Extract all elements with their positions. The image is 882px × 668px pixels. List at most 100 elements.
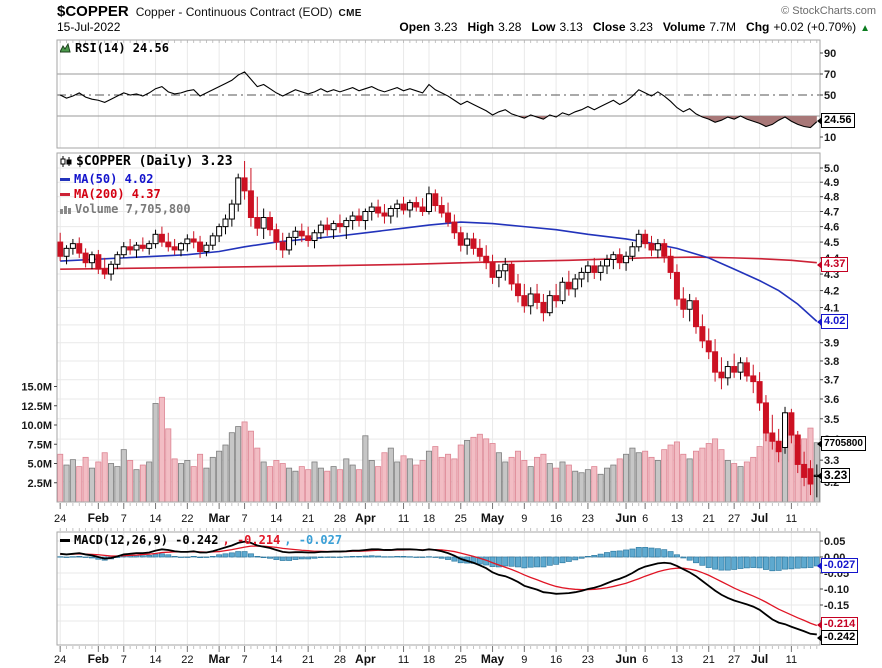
svg-text:3.9: 3.9 [824, 338, 839, 350]
svg-text:18: 18 [423, 513, 435, 525]
svg-text:5.0: 5.0 [824, 163, 839, 175]
svg-text:27: 27 [728, 513, 740, 525]
svg-text:May: May [481, 652, 505, 666]
chg-value: +0.02 (+0.70%) [773, 20, 857, 34]
high-value: 3.28 [498, 20, 522, 34]
svg-text:14: 14 [149, 654, 161, 666]
candlestick-icon [60, 156, 72, 167]
ma50-line-icon [60, 177, 70, 181]
macd-hist-tag: -0.027 [816, 558, 859, 573]
last-price-tag: 3.23 [816, 468, 851, 483]
symbol-description: Copper - Continuous Contract (EOD) [135, 5, 333, 19]
svg-text:3.6: 3.6 [824, 394, 839, 406]
svg-text:4.5: 4.5 [824, 237, 839, 249]
svg-text:13: 13 [671, 654, 683, 666]
price-legend-label: $COPPER (Daily) 3.23 [76, 154, 233, 169]
svg-text:10.0M: 10.0M [21, 420, 52, 432]
svg-text:28: 28 [334, 513, 346, 525]
svg-text:4.7: 4.7 [824, 207, 839, 219]
volume-legend: Volume 7,705,800 [60, 202, 191, 216]
svg-text:27: 27 [728, 654, 740, 666]
svg-text:70: 70 [824, 69, 836, 81]
volume-label: Volume [662, 20, 706, 34]
volume-bars-icon [60, 206, 71, 214]
svg-text:4.9: 4.9 [824, 177, 839, 189]
svg-text:7.5M: 7.5M [28, 439, 52, 451]
rsi-legend-label: RSI(14) 24.56 [75, 41, 169, 55]
macd-line-icon [60, 538, 70, 542]
svg-text:Jul: Jul [751, 652, 768, 666]
svg-text:3.3: 3.3 [824, 455, 839, 467]
svg-text:11: 11 [786, 513, 797, 525]
svg-text:23: 23 [582, 513, 594, 525]
svg-text:11: 11 [398, 654, 409, 666]
macd-legend-black: MACD(12,26,9) -0.242 [74, 533, 219, 547]
macd-signal-tag: -0.214 [816, 617, 859, 632]
svg-text:0.05: 0.05 [824, 536, 845, 548]
rsi-panel [59, 71, 818, 129]
svg-text:23: 23 [582, 654, 594, 666]
low-label: Low [531, 20, 556, 34]
svg-text:Apr: Apr [355, 652, 376, 666]
close-label: Close [592, 20, 626, 34]
svg-text:3.8: 3.8 [824, 356, 839, 368]
ohlc-quote: Open 3.23 High 3.28 Low 3.13 Close 3.23 Volu… [399, 20, 870, 34]
grid-layer [57, 40, 820, 645]
svg-text:21: 21 [302, 513, 314, 525]
svg-text:Mar: Mar [208, 511, 230, 525]
date-axes: 24 24 Feb Feb 7 7 14 14 22 22 Mar Mar 7 7 14 14 21 21 28 28… [54, 40, 818, 666]
up-arrow-icon: ▲ [860, 23, 870, 34]
svg-text:24: 24 [54, 654, 66, 666]
svg-text:3.5: 3.5 [824, 414, 839, 426]
svg-text:Feb: Feb [88, 652, 109, 666]
svg-text:-0.15: -0.15 [824, 600, 849, 612]
macd-legend-hist: , -0.027 [284, 533, 343, 547]
svg-text:9: 9 [521, 654, 527, 666]
svg-text:10: 10 [824, 132, 836, 144]
svg-text:90: 90 [824, 48, 836, 60]
svg-text:4.8: 4.8 [824, 192, 839, 204]
svg-text:25: 25 [455, 513, 467, 525]
svg-text:28: 28 [334, 654, 346, 666]
close-value: 3.23 [629, 20, 653, 34]
svg-text:13: 13 [671, 513, 683, 525]
copyright: © StockCharts.com [781, 5, 876, 17]
svg-text:7: 7 [242, 513, 248, 525]
svg-text:Apr: Apr [355, 511, 376, 525]
volume-value: 7.7M [709, 20, 737, 34]
exchange-label: CME [338, 8, 362, 19]
volume-overlay [57, 396, 820, 503]
area-chart-icon [60, 43, 71, 53]
macd-panel [57, 540, 820, 636]
chart-date: 15-Jul-2022 [57, 20, 121, 34]
svg-text:Jul: Jul [751, 511, 768, 525]
svg-text:6: 6 [642, 654, 648, 666]
ma50-legend: MA(50) 4.02 [60, 172, 153, 186]
svg-text:6: 6 [642, 513, 648, 525]
svg-text:16: 16 [550, 513, 562, 525]
svg-text:14: 14 [270, 654, 282, 666]
svg-text:21: 21 [302, 654, 314, 666]
ma200-line-icon [60, 192, 70, 196]
ma200-legend-label: MA(200) 4.37 [74, 187, 161, 201]
svg-text:15.0M: 15.0M [21, 382, 52, 394]
high-label: High [467, 20, 495, 34]
header: $COPPER Copper - Continuous Contract (EO… [57, 3, 362, 20]
macd-legend-signal: , -0.214 [222, 533, 281, 547]
volume-value-tag: 7705800 [817, 436, 866, 451]
svg-text:Jun: Jun [615, 652, 636, 666]
svg-text:4.2: 4.2 [824, 286, 839, 298]
svg-text:4.1: 4.1 [824, 303, 839, 315]
ma50-value-tag: 4.02 [816, 314, 849, 329]
ma50-legend-label: MA(50) 4.02 [74, 172, 154, 186]
svg-text:21: 21 [703, 654, 715, 666]
low-value: 3.13 [559, 20, 583, 34]
svg-text:2.5M: 2.5M [28, 478, 52, 490]
ma200-value-tag: 4.37 [816, 257, 849, 272]
svg-text:18: 18 [423, 654, 435, 666]
macd-legend: MACD(12,26,9) -0.242, -0.214, -0.027 [60, 533, 342, 547]
chg-label: Chg [746, 20, 770, 34]
svg-text:9: 9 [521, 513, 527, 525]
svg-text:4.3: 4.3 [824, 269, 839, 281]
